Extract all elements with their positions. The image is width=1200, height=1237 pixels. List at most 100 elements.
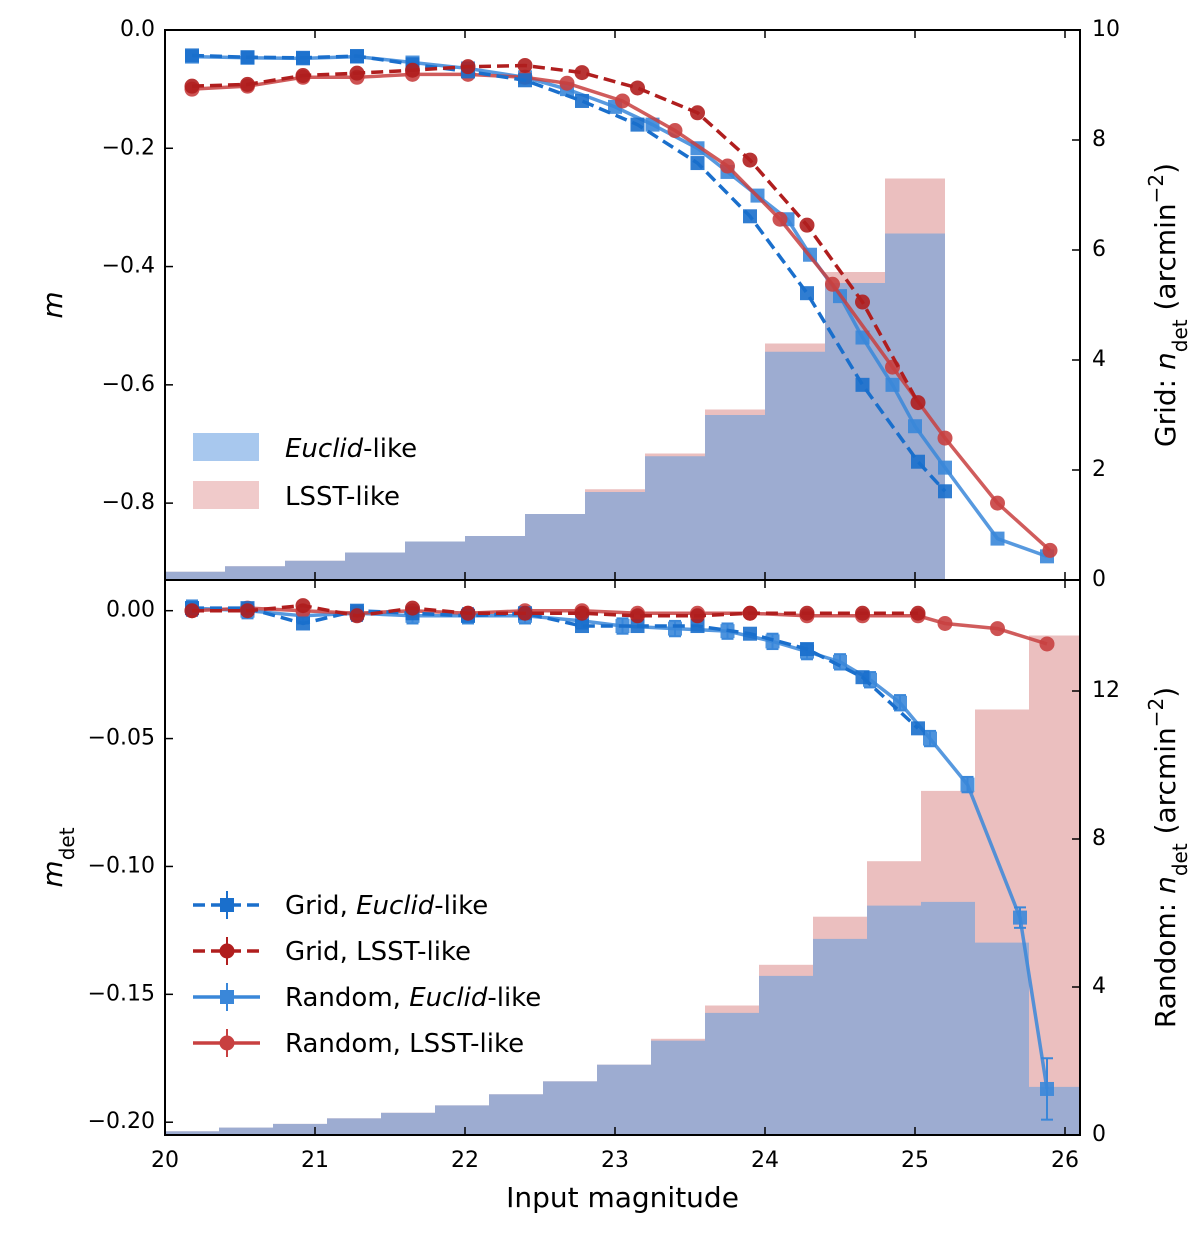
data-point xyxy=(855,605,870,621)
data-point xyxy=(799,605,815,621)
histogram-bar xyxy=(285,560,345,580)
legend-label: Euclid-like xyxy=(285,434,417,464)
y2-title-sup: −2 xyxy=(1144,174,1168,203)
histogram-euclid-like xyxy=(165,901,1080,1135)
y-axis-title: mdet xyxy=(36,827,79,887)
y-tick-label: −0.4 xyxy=(102,254,155,279)
histogram-bar xyxy=(405,541,465,580)
data-point xyxy=(1039,636,1055,652)
data-point xyxy=(990,495,1005,511)
data-point xyxy=(690,105,705,121)
data-point xyxy=(800,642,814,657)
legend: Euclid-like LSST-like xyxy=(193,433,417,512)
y-tick-label: −0.20 xyxy=(88,1109,155,1134)
legend-label: LSST-like xyxy=(285,482,400,512)
data-point xyxy=(184,78,200,94)
y2-axis-title: Grid: ndet (arcmin−2) xyxy=(1144,163,1192,447)
y2-title-unit: (arcmin xyxy=(1149,727,1182,843)
x-tick-label: 21 xyxy=(301,1148,329,1173)
data-point xyxy=(615,93,630,109)
top-panel: 0.0 −0.2 −0.4 −0.6 −0.8 0 2 4 6 8 10 m Grid: ndet (a… xyxy=(36,17,1192,592)
data-point xyxy=(743,626,757,641)
histogram-bar xyxy=(273,1123,327,1135)
histogram-bar xyxy=(765,351,825,580)
y2-tick-label: 4 xyxy=(1092,974,1106,999)
series-line xyxy=(191,54,1048,558)
y2-title-close: ) xyxy=(1149,163,1182,174)
legend-label: Random, Euclid-like xyxy=(285,983,541,1013)
data-point xyxy=(855,330,870,345)
x-tick-label: 20 xyxy=(151,1148,179,1173)
histogram-bar xyxy=(345,552,405,580)
data-point xyxy=(937,430,953,446)
x-axis-title: Input magnitude xyxy=(506,1181,739,1214)
histogram-bar xyxy=(705,415,765,580)
y2-title-close: ) xyxy=(1149,687,1182,698)
histogram-bar xyxy=(921,901,975,1135)
data-point xyxy=(575,619,589,634)
data-point xyxy=(296,50,310,65)
data-point xyxy=(667,123,683,139)
series-line xyxy=(191,53,947,493)
histogram-bar xyxy=(165,571,225,580)
legend-rest: -like xyxy=(363,434,417,464)
legend-italic: Euclid xyxy=(356,891,435,921)
data-point xyxy=(855,294,870,310)
data-point xyxy=(295,68,311,84)
y-tick-label: −0.05 xyxy=(88,726,155,751)
y2-tick-label: 12 xyxy=(1092,678,1120,703)
data-point xyxy=(517,605,533,621)
data-point xyxy=(908,419,922,434)
y2-axis-title: Random: ndet (arcmin−2) xyxy=(1144,687,1192,1028)
data-point xyxy=(460,59,476,75)
series-line xyxy=(192,606,920,730)
histogram-bar xyxy=(381,1112,435,1135)
legend-prefix: Grid, xyxy=(285,891,356,921)
x-tick-label: 24 xyxy=(751,1148,779,1173)
y-title-var: m xyxy=(36,860,69,887)
data-point xyxy=(855,670,870,685)
y-tick-label: 0.0 xyxy=(120,17,155,42)
y-tick-label: 0.00 xyxy=(106,598,155,623)
y-title-sub: det xyxy=(55,827,79,860)
data-point xyxy=(1042,542,1058,558)
data-point xyxy=(825,276,840,292)
legend-prefix: Grid, LSST-like xyxy=(285,937,471,967)
histogram-bar xyxy=(705,1012,759,1135)
histogram-bar xyxy=(165,1131,219,1135)
data-point xyxy=(349,65,365,81)
legend: Grid, Euclid -like Grid, LSST-like Random, … xyxy=(193,891,541,1059)
data-point xyxy=(630,117,645,132)
histogram-bar xyxy=(645,456,705,580)
legend-rest: LSST-like xyxy=(285,482,400,512)
data-point xyxy=(518,73,532,88)
histogram-bar xyxy=(825,283,885,580)
data-point xyxy=(800,286,814,301)
data-point xyxy=(690,619,705,634)
data-point xyxy=(910,395,926,411)
data-point xyxy=(574,65,590,81)
data-point xyxy=(911,454,925,469)
data-point xyxy=(185,48,199,63)
y2-tick-label: 8 xyxy=(1092,127,1106,152)
data-point xyxy=(990,531,1005,546)
data-point xyxy=(960,777,975,792)
data-point xyxy=(885,377,900,392)
y2-title-var: n xyxy=(1149,352,1182,370)
legend-swatch xyxy=(193,433,259,461)
series-grid-lsst-like xyxy=(184,598,926,624)
y2-tick-label: 10 xyxy=(1092,17,1120,42)
data-point xyxy=(690,608,705,624)
histogram-bar xyxy=(1029,1086,1080,1135)
y2-tick-label: 0 xyxy=(1092,567,1106,592)
data-point xyxy=(349,608,365,624)
series-line xyxy=(192,603,918,618)
series-grid-lsst-like xyxy=(184,57,926,411)
x-tick-label: 22 xyxy=(451,1148,479,1173)
data-point xyxy=(240,50,255,65)
legend-rest: -like xyxy=(487,983,541,1013)
histogram-bar xyxy=(465,536,525,580)
y2-title-unit: (arcmin xyxy=(1149,203,1182,319)
histogram-bar xyxy=(597,1064,651,1135)
